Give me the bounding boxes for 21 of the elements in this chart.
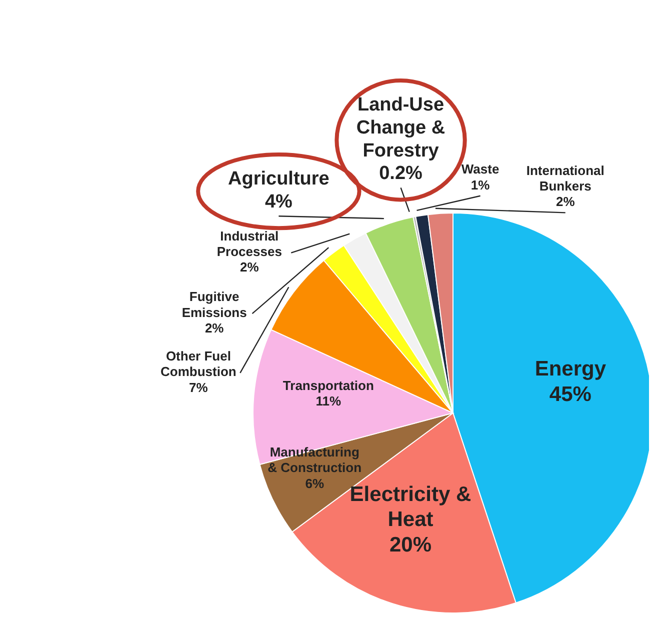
data-label: 2% — [240, 260, 260, 275]
data-label: 0.2% — [379, 163, 423, 184]
data-label: 7% — [189, 380, 208, 395]
data-label: 20% — [389, 533, 432, 556]
data-label: 45% — [549, 382, 592, 406]
slice-label: Electricity & Heat — [350, 482, 472, 532]
slice-label: Agriculture — [228, 168, 330, 190]
slice-label: Industrial Processes — [216, 228, 282, 260]
slice-label: Land-Use Change & Forestry — [356, 94, 446, 162]
data-label: 2% — [204, 320, 224, 336]
slice-label: Transportation — [282, 378, 374, 394]
data-label: 1% — [470, 177, 490, 192]
slice-label: Energy — [534, 358, 606, 381]
slice-label: Waste — [461, 162, 500, 177]
slice-label: International Bunkers — [526, 162, 604, 194]
data-label: 2% — [556, 194, 576, 210]
data-label: 11% — [316, 394, 342, 409]
slice-label: Fugitive Emissions — [182, 289, 247, 320]
slice-label: Other Fuel Combustion — [160, 348, 236, 380]
data-label: 6% — [305, 476, 324, 491]
data-label: 4% — [264, 191, 293, 212]
